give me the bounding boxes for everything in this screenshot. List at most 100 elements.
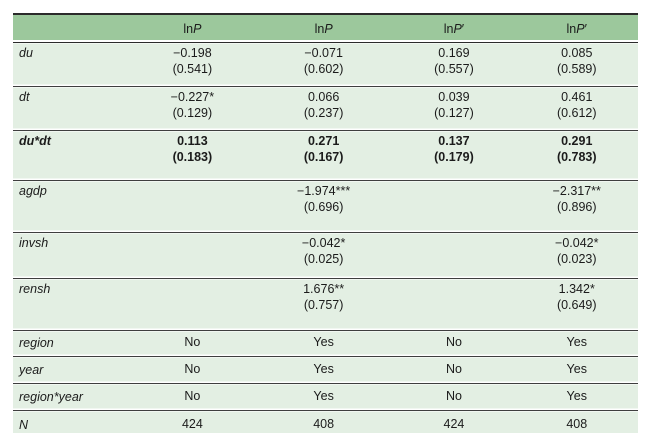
standard-error: (0.167) <box>303 149 344 164</box>
standard-error: (0.023) <box>556 251 597 266</box>
standard-error: (0.757) <box>303 297 344 312</box>
n-value: 408 <box>566 416 588 431</box>
empty-cell <box>129 278 255 331</box>
coefficient-value: 0.066 <box>307 90 340 104</box>
coefficient-value: 0.291 <box>561 134 593 148</box>
coefficient-cell: 0.137 (0.179) <box>392 130 516 181</box>
row-label-cell: agdp <box>13 180 130 233</box>
row-label-cell: du*dt <box>13 130 130 181</box>
coefficient-value: −0.227* <box>170 90 215 104</box>
row-label: rensh <box>19 282 51 296</box>
header-text: ln <box>183 21 194 36</box>
table-row-invsh: invsh −0.042* (0.025) −0.042* (0.023) <box>13 232 638 279</box>
stat-cell: 424 <box>129 410 255 433</box>
column-header-lnp-1: lnP <box>129 14 255 43</box>
coefficient-value: −2.317** <box>552 184 601 198</box>
fe-flag: No <box>445 361 462 376</box>
table-row-dt: dt −0.227* (0.129) 0.066 (0.237) 0.039 (0.1… <box>13 86 638 131</box>
standard-error: (0.696) <box>303 199 344 214</box>
standard-error: (0.129) <box>172 105 213 120</box>
coefficient-cell: −2.317** (0.896) <box>515 180 638 233</box>
coefficient-cell: −0.198 (0.541) <box>129 42 255 87</box>
coefficient-value: 0.461 <box>561 90 593 104</box>
header-text: ln <box>314 21 325 36</box>
fe-flag: No <box>445 335 462 350</box>
fe-cell: Yes <box>515 383 638 411</box>
coefficient-value: −0.198 <box>173 46 212 60</box>
coefficient-value: 1.342* <box>558 282 595 296</box>
fe-cell: No <box>129 383 255 411</box>
table-row-rensh: rensh 1.676** (0.757) 1.342* (0.649) <box>13 278 638 331</box>
coefficient-cell: 1.342* (0.649) <box>515 278 638 331</box>
table-row-region-year: region*year No Yes No Yes <box>13 383 638 411</box>
n-value: 408 <box>313 416 335 431</box>
fe-flag: Yes <box>313 335 334 350</box>
n-value: 424 <box>181 416 203 431</box>
table-row-region: region No Yes No Yes <box>13 330 638 357</box>
coefficient-cell: 0.066 (0.237) <box>254 86 393 131</box>
coefficient-cell: −1.974*** (0.696) <box>254 180 393 233</box>
coefficient-cell: 1.676** (0.757) <box>254 278 393 331</box>
coefficient-value: −1.974*** <box>297 184 351 198</box>
fe-cell: No <box>129 356 255 384</box>
row-label-cell: region <box>13 330 130 357</box>
fe-flag: Yes <box>566 388 587 403</box>
header-var: P <box>193 21 202 36</box>
coefficient-value: 0.271 <box>307 134 340 148</box>
empty-cell <box>129 180 255 233</box>
stat-cell: 408 <box>515 410 638 433</box>
row-label-cell: dt <box>13 86 130 131</box>
stat-cell: 424 <box>392 410 516 433</box>
standard-error: (0.896) <box>556 199 597 214</box>
coefficient-cell: −0.227* (0.129) <box>129 86 255 131</box>
header-var: P <box>576 21 585 36</box>
fe-cell: Yes <box>254 383 393 411</box>
column-header-lnp-2: lnP <box>254 14 393 43</box>
row-label-cell: region*year <box>13 383 130 411</box>
fe-cell: Yes <box>515 330 638 357</box>
fe-flag: No <box>184 361 201 376</box>
empty-cell <box>392 180 516 233</box>
coefficient-cell: −0.042* (0.025) <box>254 232 393 279</box>
row-label: du*dt <box>19 134 51 148</box>
fe-cell: Yes <box>254 330 393 357</box>
coefficient-cell: −0.071 (0.602) <box>254 42 393 87</box>
fe-cell: Yes <box>254 356 393 384</box>
coefficient-value: 0.113 <box>177 134 208 148</box>
coefficient-value: −0.042* <box>301 236 346 250</box>
coefficient-cell: 0.461 (0.612) <box>515 86 638 131</box>
table-row-n-observations: N 424 408 424 408 <box>13 410 638 433</box>
fe-flag: Yes <box>566 361 587 376</box>
row-label-cell: rensh <box>13 278 130 331</box>
coefficient-cell: 0.039 (0.127) <box>392 86 516 131</box>
row-label: dt <box>19 90 30 104</box>
coefficient-value: 0.085 <box>561 46 593 60</box>
table-row-du: du −0.198 (0.541) −0.071 (0.602) 0.169 (0.5… <box>13 42 638 87</box>
standard-error: (0.649) <box>556 297 597 312</box>
standard-error: (0.612) <box>556 105 597 120</box>
header-row: lnP lnP lnP′ lnP′ <box>13 14 638 43</box>
n-value: 424 <box>443 416 465 431</box>
column-header-lnp-prime-1: lnP′ <box>392 14 516 43</box>
fe-flag: Yes <box>313 361 334 376</box>
header-prime: ′ <box>584 21 587 36</box>
fe-flag: Yes <box>566 335 587 350</box>
header-var: P <box>324 21 333 36</box>
fe-flag: No <box>184 335 201 350</box>
fe-cell: No <box>392 356 516 384</box>
coefficient-cell: −0.042* (0.023) <box>515 232 638 279</box>
row-label: region <box>19 336 54 350</box>
table-row-year: year No Yes No Yes <box>13 356 638 384</box>
coefficient-cell: 0.085 (0.589) <box>515 42 638 87</box>
empty-cell <box>392 232 516 279</box>
row-label: region*year <box>19 389 83 404</box>
row-label: N <box>19 417 29 432</box>
stat-cell: 408 <box>254 410 393 433</box>
standard-error: (0.557) <box>434 61 474 76</box>
fe-cell: No <box>392 383 516 411</box>
coefficient-value: −0.071 <box>304 46 343 60</box>
row-label-cell: invsh <box>13 232 130 279</box>
header-text: ln <box>566 21 577 36</box>
empty-cell <box>392 278 516 331</box>
